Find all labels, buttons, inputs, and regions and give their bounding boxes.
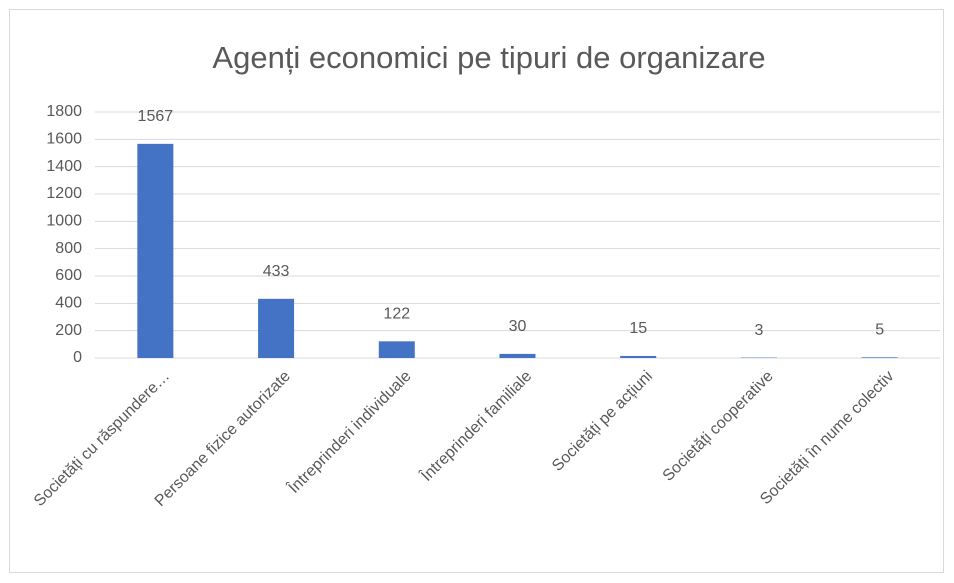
bar: [258, 298, 295, 358]
y-tick-label: 800: [55, 240, 82, 257]
data-label: 3: [754, 322, 763, 339]
y-tick-label: 1400: [46, 158, 82, 175]
bar: [499, 353, 536, 358]
bar: [620, 355, 657, 358]
y-tick-label: 1000: [46, 213, 82, 230]
data-label: 433: [263, 263, 290, 280]
data-label: 1567: [138, 108, 174, 125]
y-tick-label: 1600: [46, 131, 82, 148]
y-tick-label: 1200: [46, 185, 82, 202]
chart-title: Agenți economici pe tipuri de organizare: [212, 40, 765, 75]
data-label: 15: [629, 320, 647, 337]
data-label: 30: [509, 318, 527, 335]
y-tick-label: 400: [55, 295, 82, 312]
y-tick-label: 600: [55, 267, 82, 284]
bar: [861, 357, 898, 358]
bar: [137, 143, 174, 358]
y-tick-label: 0: [73, 349, 82, 366]
data-label: 5: [875, 322, 884, 339]
y-tick-label: 200: [55, 322, 82, 339]
y-tick-label: 1800: [46, 103, 82, 120]
bar: [378, 341, 415, 358]
data-label: 122: [383, 306, 410, 323]
